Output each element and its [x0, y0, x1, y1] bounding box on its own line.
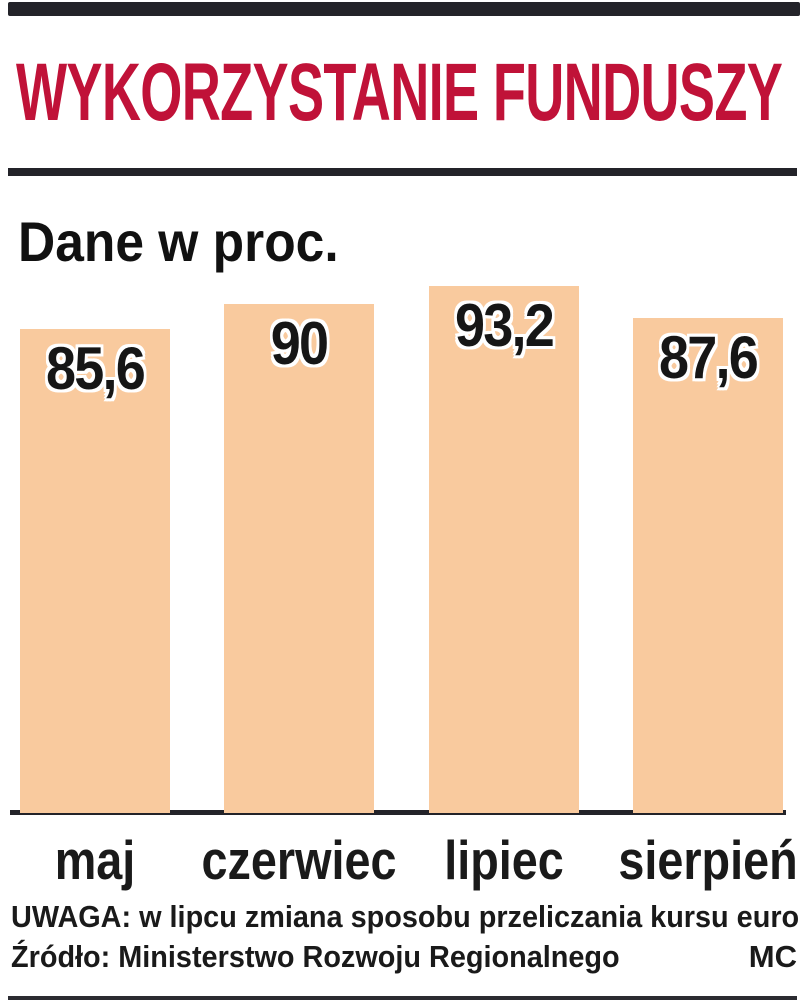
bar-sierpień — [633, 318, 783, 813]
title-divider — [8, 168, 797, 176]
bar-value-label: 85,6 — [46, 335, 146, 402]
bar-value-label: 87,6 — [659, 324, 759, 391]
author-credit: MC — [748, 939, 797, 974]
bottom-divider — [8, 996, 797, 1000]
x-axis-label-sierpień: sierpień — [618, 829, 798, 891]
footer-row: Źródło: Ministerstwo Rozwoju Regionalneg… — [11, 941, 797, 972]
x-axis-label-czerwiec: czerwiec — [201, 829, 397, 891]
bar-maj — [20, 329, 170, 813]
x-axis-label-lipiec: lipiec — [444, 829, 564, 891]
bar-value-label: 93,2 — [455, 292, 555, 359]
chart-title: WYKORZYSTANIE FUNDUSZY — [16, 47, 783, 138]
footnote: UWAGA: w lipcu zmiana sposobu przeliczan… — [11, 899, 800, 934]
chart-subtitle: Dane w proc. — [18, 210, 339, 273]
top-decor-bar — [8, 2, 800, 16]
bar-value-label: 90 — [270, 310, 329, 377]
source-label: Źródło: Ministerstwo Rozwoju Regionalneg… — [11, 939, 620, 974]
x-axis-label-maj: maj — [54, 829, 136, 891]
bar-czerwiec — [224, 304, 374, 813]
x-axis-line — [10, 810, 786, 815]
bar-lipiec — [429, 286, 579, 813]
